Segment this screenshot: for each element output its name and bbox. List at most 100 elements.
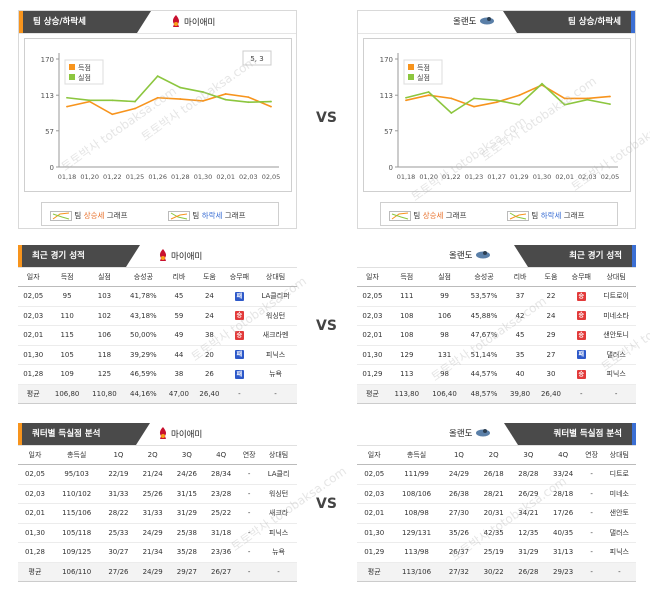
table-cell: 평균 xyxy=(18,562,52,582)
average-row: 평균 106/110 27/26 24/29 29/27 26/27- - xyxy=(18,562,297,582)
column-header: 3Q xyxy=(511,445,546,465)
data-point xyxy=(518,103,521,106)
table-cell: 승 xyxy=(566,325,597,346)
column-header: 도움 xyxy=(194,267,225,287)
right-chart-box: 0 57 113 170 01,18 01,20 01,22 01,23 01,27 01,29 0… xyxy=(363,38,631,192)
data-point xyxy=(563,103,566,106)
column-header: 승성공 xyxy=(463,267,505,287)
down-prefix: 팀 xyxy=(192,211,202,220)
table-cell: 27/26 xyxy=(101,562,136,582)
right-team-name: 올랜도 xyxy=(449,427,494,440)
table-cell: 승 xyxy=(566,364,597,385)
table-cell: 피닉스 xyxy=(254,345,297,365)
table-cell: 43,18% xyxy=(123,306,164,326)
left-team-label: 마이애미 xyxy=(184,18,216,28)
table-cell: 24 xyxy=(194,286,225,307)
table-cell: 02,05 xyxy=(18,464,52,485)
up-highlight: 상승세 xyxy=(422,211,444,220)
table-cell: 패 xyxy=(224,286,255,307)
down-graph-icon xyxy=(507,211,529,221)
legend-swatch xyxy=(69,74,75,80)
data-point xyxy=(270,105,272,108)
table-cell: 34/21 xyxy=(511,503,546,524)
data-point xyxy=(156,96,159,99)
right-team-label: 올랜도 xyxy=(449,251,473,261)
y-tick-label: 170 xyxy=(380,56,393,64)
loss-badge: 승 xyxy=(234,311,244,321)
table-cell: 106/110 xyxy=(51,562,102,582)
table-cell: 53,57% xyxy=(463,286,505,307)
up-graph-icon xyxy=(389,211,411,221)
data-point xyxy=(224,93,227,95)
y-tick-label: 113 xyxy=(380,92,393,100)
table-cell: 45 xyxy=(504,325,536,346)
table-cell: 35/26 xyxy=(441,523,477,543)
data-point xyxy=(270,100,272,103)
table-cell: 02,01 xyxy=(357,325,388,346)
table-cell: 승 xyxy=(224,325,255,346)
table-cell: 12/35 xyxy=(511,523,546,543)
table-cell: 31/29 xyxy=(511,542,546,563)
left-quarter-tab: 쿼터별 득실점 분석 xyxy=(18,423,150,445)
table-cell: 샌안토 xyxy=(602,503,636,524)
header-divider xyxy=(358,33,635,34)
heat-logo-icon xyxy=(171,15,181,30)
table-cell: - xyxy=(580,523,603,543)
table-row: 01,30 129/131 35/26 42/35 12/35 40/35- 댈러스 xyxy=(357,523,636,543)
table-cell: 35 xyxy=(504,345,536,365)
data-point xyxy=(156,75,159,78)
data-point xyxy=(66,96,68,99)
data-point xyxy=(609,103,611,106)
table-cell: 48,57% xyxy=(463,384,505,404)
x-tick-label: 01,18 xyxy=(58,173,77,181)
table-cell: 42 xyxy=(504,306,536,326)
table-cell: 30/27 xyxy=(101,542,136,563)
table-cell: 29 xyxy=(535,325,567,346)
table-cell: 02,05 xyxy=(357,464,392,485)
column-header: 4Q xyxy=(204,445,239,465)
table-cell: 평균 xyxy=(18,384,49,404)
table-row: 01,30 105/118 25/33 24/29 25/38 31/18- 피닉스 xyxy=(18,523,297,543)
table-cell: 23/28 xyxy=(204,484,239,504)
data-point xyxy=(473,105,475,108)
left-team-label: 마이애미 xyxy=(171,252,203,262)
column-header: 연장 xyxy=(238,445,261,465)
table-cell: 98 xyxy=(425,364,464,385)
table-cell: 28/28 xyxy=(511,464,546,485)
table-cell: 22 xyxy=(535,286,567,307)
table-cell: 106 xyxy=(425,306,464,326)
table-cell: 41,78% xyxy=(123,286,164,307)
column-header: 상대팀 xyxy=(602,445,636,465)
heat-logo-icon xyxy=(158,249,168,264)
table-cell: 35/28 xyxy=(169,542,205,563)
table-cell: 평균 xyxy=(357,384,388,404)
column-header: 1Q xyxy=(101,445,136,465)
data-point xyxy=(586,97,589,100)
table-cell: 26/29 xyxy=(511,484,546,504)
table-cell: 피닉스 xyxy=(260,523,297,543)
table-row: 02,01 115 106 50,00% 49 38 승 새크라멘 xyxy=(18,325,297,346)
table-cell: 워싱턴 xyxy=(254,306,297,326)
table-cell: 01,30 xyxy=(18,345,49,365)
up-prefix: 팀 xyxy=(413,211,423,220)
column-header: 일자 xyxy=(18,445,52,465)
down-highlight: 하락세 xyxy=(540,211,562,220)
data-point xyxy=(450,112,453,114)
table-cell: 새크라 xyxy=(260,503,297,524)
table-cell: 01,30 xyxy=(357,345,388,365)
table-cell: 01,28 xyxy=(18,364,49,385)
table-cell: 01,28 xyxy=(18,542,52,563)
table-cell: - xyxy=(254,384,297,404)
win-badge: 패 xyxy=(234,291,244,301)
loss-badge: 승 xyxy=(576,291,586,301)
loss-badge: 승 xyxy=(576,369,586,379)
column-header: 일자 xyxy=(357,445,392,465)
table-cell: 02,03 xyxy=(18,484,52,504)
table-cell: 31/13 xyxy=(545,542,581,563)
table-cell: 102 xyxy=(85,306,124,326)
table-cell: 27/32 xyxy=(441,562,477,582)
table-cell: 02,03 xyxy=(357,484,392,504)
table-cell: 110,80 xyxy=(85,384,124,404)
column-header: 승무패 xyxy=(566,267,597,287)
data-point xyxy=(134,107,136,110)
